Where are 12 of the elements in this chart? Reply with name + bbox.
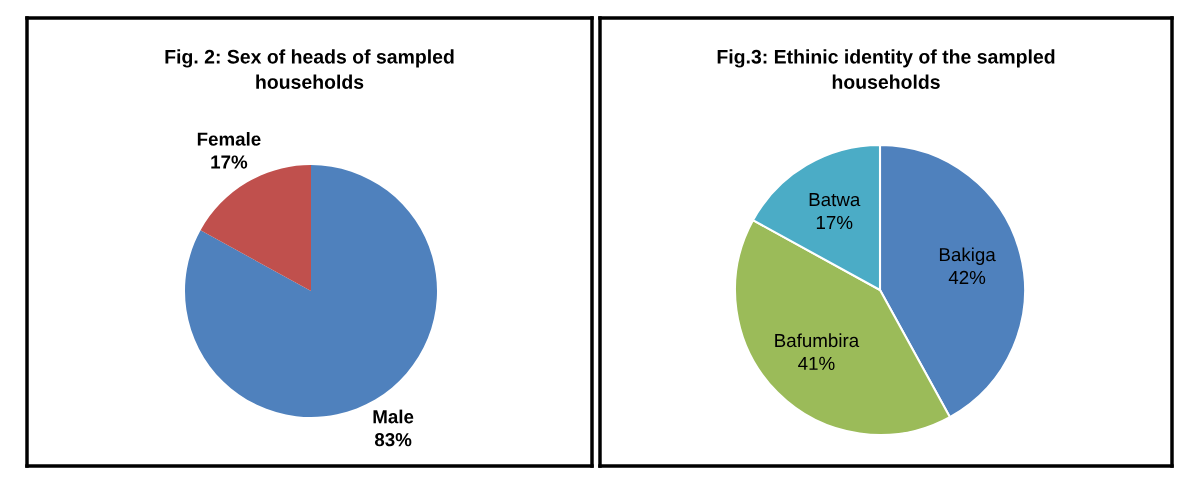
slice-label: Bafumbira: [775, 333, 860, 348]
chart-title: Fig.3: Ethinic identity of the sampled households: [717, 49, 1055, 89]
slice-label: Batwa: [809, 193, 861, 207]
data-label: 17%: [816, 215, 853, 230]
data-label: 42%: [948, 270, 986, 285]
data-label: 83%: [374, 433, 412, 447]
slice-label: Bakiga: [939, 247, 996, 265]
data-label: 41%: [798, 356, 835, 370]
slice-label: Male: [373, 409, 414, 424]
data-label: 17%: [211, 155, 248, 169]
chart-title: Fig. 2: Sex of heads of sampled households: [165, 49, 454, 89]
slice-label: Female: [197, 131, 261, 146]
